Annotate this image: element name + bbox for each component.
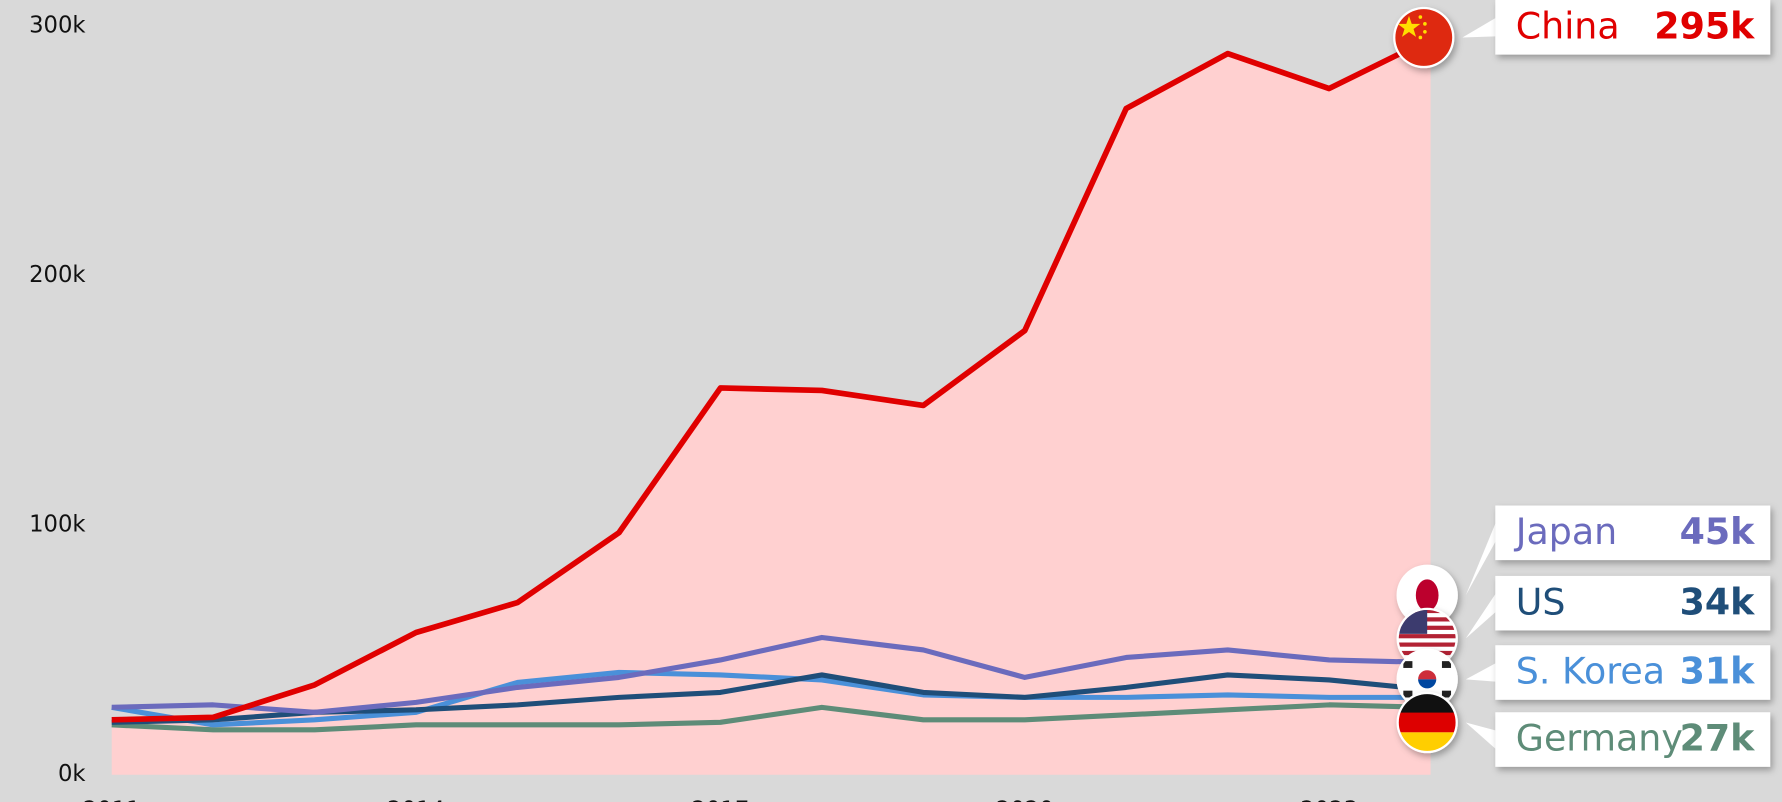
flag-disc	[1418, 670, 1437, 680]
x-tick-label: 2014	[387, 798, 445, 802]
label-box	[1495, 712, 1771, 767]
value-label: 295k	[1654, 4, 1755, 47]
line	[111, 669, 1431, 728]
flag-art	[1398, 694, 1456, 751]
flag-star	[1418, 15, 1423, 19]
y-tick-label: 300k	[29, 13, 86, 39]
flag-disc	[1418, 679, 1437, 689]
flag-field	[1395, 9, 1453, 66]
flag-trigram	[1403, 661, 1413, 668]
flag-star	[1423, 22, 1427, 26]
flag	[1393, 6, 1455, 69]
label-box	[1495, 575, 1771, 631]
value-label: 34k	[1680, 580, 1756, 623]
flag-stripe	[1398, 634, 1456, 639]
x-tick-label: 2017	[692, 798, 750, 802]
y-tick-label: 0k	[58, 761, 86, 787]
label-pointer	[1462, 18, 1496, 38]
line	[111, 702, 1431, 733]
y-tick-label: 100k	[29, 512, 86, 538]
label-box	[1495, 645, 1771, 700]
series-name: China	[1516, 4, 1620, 47]
x-tick-label: 2020	[996, 798, 1054, 802]
flag-art	[1395, 9, 1453, 66]
label-pointer	[1465, 722, 1496, 749]
flag-star	[1423, 29, 1427, 34]
label-pointer	[1465, 663, 1496, 682]
flag-trigram	[1441, 661, 1452, 668]
flag-stripe	[1398, 732, 1456, 751]
flag-stripe	[1398, 642, 1456, 647]
flag-stripe	[1398, 694, 1456, 714]
flag-star	[1418, 35, 1423, 40]
series-name: Germany	[1516, 717, 1683, 760]
flag-disc	[1415, 579, 1439, 612]
label-box	[1495, 0, 1771, 55]
area	[111, 38, 1431, 775]
series-name: S. Korea	[1516, 650, 1665, 693]
y-tick-label: 200k	[29, 262, 86, 288]
flag-star	[1397, 15, 1421, 37]
x-tick-label: 2011	[83, 798, 141, 802]
line	[111, 36, 1432, 723]
label-pointer	[1465, 523, 1496, 596]
line	[111, 634, 1431, 715]
series-name: US	[1516, 580, 1566, 623]
flag	[1396, 691, 1458, 754]
flag-trigram	[1403, 690, 1413, 698]
value-label: 45k	[1680, 510, 1756, 553]
value-label: 31k	[1680, 650, 1756, 693]
label-box	[1495, 505, 1771, 561]
flag-stripe	[1398, 712, 1456, 733]
series-name: Japan	[1514, 510, 1617, 553]
value-label: 27k	[1680, 717, 1756, 760]
flag-trigram	[1441, 690, 1452, 698]
label-pointer	[1465, 594, 1496, 639]
x-tick-label: 2023	[1300, 798, 1358, 802]
